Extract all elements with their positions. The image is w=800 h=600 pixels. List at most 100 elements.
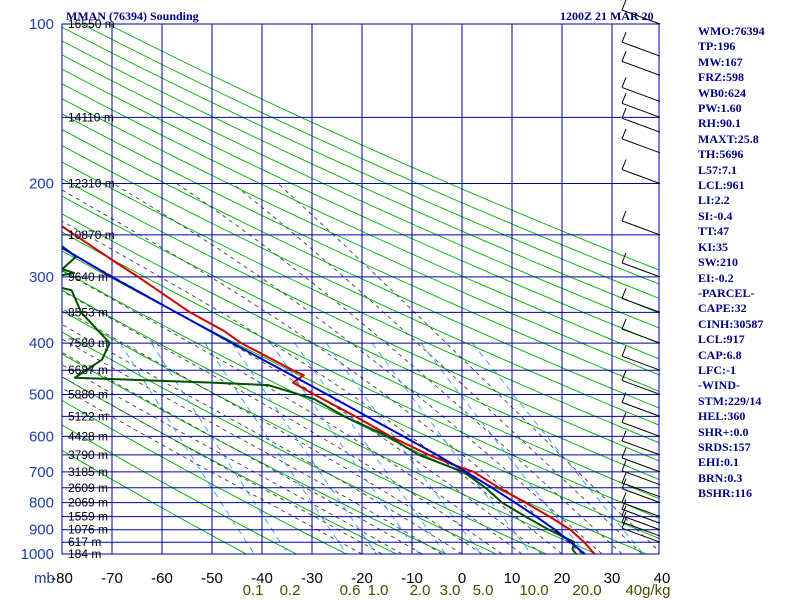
temperature-tick-label: 10 bbox=[504, 570, 521, 587]
mixing-ratio-line bbox=[326, 342, 481, 554]
dry-adiabat-line bbox=[62, 68, 659, 344]
wind-barb-staff bbox=[621, 41, 661, 57]
wind-barb-flag bbox=[621, 31, 627, 43]
stability-index-item: WB0:624 bbox=[698, 85, 746, 100]
stability-index-item: CAPE:32 bbox=[698, 301, 747, 316]
mixing-ratio-label: 0.6 bbox=[340, 582, 361, 599]
height-label: 5122 m bbox=[68, 409, 108, 423]
plot-frame bbox=[61, 23, 660, 555]
pressure-tick-label: 900 bbox=[29, 522, 54, 539]
stability-index-item: L57:7.1 bbox=[698, 162, 737, 177]
temperature-tick-label: 0 bbox=[458, 570, 466, 587]
moist-adiabat-line bbox=[232, 183, 643, 554]
wind-barb-flag bbox=[621, 93, 627, 104]
temperature-tick-label: -10 bbox=[401, 570, 423, 587]
sounding-profiles bbox=[62, 225, 597, 554]
mixing-ratio-label: 2.0 bbox=[410, 582, 431, 599]
stability-index-item: BRN:0.3 bbox=[698, 470, 743, 485]
wind-barb-flag bbox=[621, 107, 627, 119]
stability-index-item: TP:196 bbox=[698, 39, 736, 54]
pressure-tick-label: 1000 bbox=[21, 546, 54, 563]
pressure-tick-label: 200 bbox=[29, 176, 54, 193]
temperature-tick-label: -60 bbox=[151, 570, 173, 587]
pressure-tick-label: 600 bbox=[29, 428, 54, 445]
wind-barb-staff bbox=[621, 262, 661, 278]
wind-barb-flag bbox=[621, 505, 627, 516]
wind-barb-flag bbox=[621, 159, 627, 170]
stability-index-item: TT:47 bbox=[698, 224, 730, 239]
pressure-tick-label: 400 bbox=[29, 335, 54, 352]
temperature-tick-label: 30 bbox=[604, 570, 621, 587]
datetime-label: 1200Z 21 MAR 20 bbox=[560, 9, 654, 23]
wind-barb-staff bbox=[621, 86, 661, 102]
height-label: 16550 m bbox=[68, 17, 115, 31]
dry-adiabat-line bbox=[62, 98, 659, 376]
wind-barb-flag bbox=[621, 392, 627, 403]
stability-index-item: -WIND- bbox=[698, 378, 740, 393]
height-label: 3185 m bbox=[68, 465, 108, 479]
wind-barb-staff bbox=[621, 328, 661, 344]
pressure-tick-label: 300 bbox=[29, 269, 54, 286]
temperature-tick-label: 40 bbox=[654, 570, 671, 587]
wind-barb-flag bbox=[621, 210, 627, 222]
wind-barb-staff bbox=[621, 421, 661, 437]
wind-barb-flag bbox=[621, 430, 627, 442]
temperature-tick-label: -70 bbox=[101, 570, 123, 587]
height-label: 1076 m bbox=[68, 523, 108, 537]
dry-adiabat-line bbox=[62, 40, 659, 314]
pressure-temperature-grid bbox=[61, 23, 660, 555]
mixing-ratio-label: 0.2 bbox=[280, 582, 301, 599]
wind-barb-staff bbox=[621, 515, 661, 531]
moist-adiabat-line bbox=[62, 387, 363, 554]
wind-barb-flag bbox=[621, 128, 627, 139]
stability-index-item: BSHR:116 bbox=[698, 486, 753, 501]
mixing-ratio-line bbox=[420, 342, 586, 554]
stability-index-item: SI:-0.4 bbox=[698, 208, 733, 223]
stability-index-item: SRDS:157 bbox=[698, 439, 751, 454]
temperature-tick-label: -80 bbox=[51, 570, 73, 587]
station-title: MMAN (76394) Sounding bbox=[66, 9, 199, 23]
wind-barb-flag bbox=[621, 370, 627, 381]
wind-barb-staff bbox=[621, 220, 661, 236]
wind-barb-staff bbox=[621, 502, 661, 518]
stability-index-item: PW:1.60 bbox=[698, 101, 742, 116]
stability-index-item: LI:2.2 bbox=[698, 193, 730, 208]
mixing-ratio-label: 3.0 bbox=[440, 582, 461, 599]
wind-barb-staff bbox=[621, 457, 661, 473]
dry-adiabat-line bbox=[62, 178, 659, 462]
pressure-tick-label: 700 bbox=[29, 464, 54, 481]
wind-barb-flag bbox=[621, 460, 627, 471]
wind-barb-staff bbox=[621, 488, 661, 504]
mixing-ratio-line bbox=[371, 342, 532, 554]
background-grid-lines bbox=[62, 24, 659, 554]
ylabel-mb: mb bbox=[34, 570, 55, 587]
stability-index-item: RH:90.1 bbox=[698, 116, 741, 131]
height-label: 7580 m bbox=[68, 336, 108, 350]
stability-index-item: SW:210 bbox=[698, 255, 739, 270]
dewpoint-profile-line bbox=[62, 244, 581, 554]
mixing-ratio-line bbox=[150, 342, 289, 554]
wind-barb-flag bbox=[621, 447, 627, 459]
wind-barb-staff bbox=[621, 9, 661, 25]
height-label: 1559 m bbox=[68, 510, 108, 524]
wind-barb-flag bbox=[621, 0, 627, 11]
stability-index-item: TH:5696 bbox=[698, 147, 744, 162]
wind-barb-flag bbox=[621, 412, 627, 423]
wind-barb-staff bbox=[621, 297, 661, 313]
temperature-tick-label: 20 bbox=[554, 570, 571, 587]
mixing-ratio-label: 40g/kg bbox=[625, 582, 670, 599]
wind-barb-staff bbox=[621, 527, 661, 543]
wind-barb-flag bbox=[621, 492, 627, 503]
height-label: 3790 m bbox=[68, 448, 108, 462]
stability-index-item: FRZ:598 bbox=[698, 70, 744, 85]
dry-adiabat-line bbox=[62, 129, 659, 409]
height-label: 184 m bbox=[68, 547, 101, 561]
height-label: 14110 m bbox=[68, 110, 114, 124]
wind-barb-staff bbox=[621, 470, 661, 486]
height-label: 617 m bbox=[68, 535, 101, 549]
wind-barb-flag bbox=[621, 499, 627, 510]
stability-index-item: EHI:0.1 bbox=[698, 455, 740, 470]
dry-adiabat-line bbox=[62, 54, 659, 329]
